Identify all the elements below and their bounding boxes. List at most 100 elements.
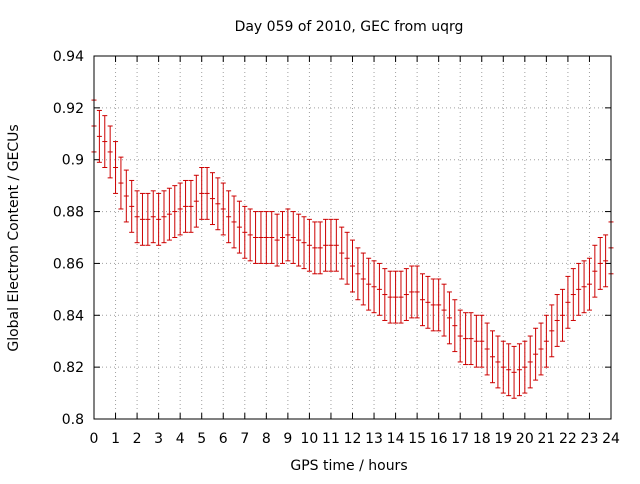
data-point xyxy=(134,190,140,244)
data-point xyxy=(500,340,506,394)
x-tick-label: 19 xyxy=(494,431,512,447)
data-point xyxy=(263,211,269,264)
data-point xyxy=(209,172,215,226)
x-tick-label: 9 xyxy=(283,431,292,447)
x-tick-label: 10 xyxy=(301,431,319,447)
data-point xyxy=(398,270,404,324)
data-point xyxy=(360,252,366,306)
data-point xyxy=(274,213,280,267)
data-point xyxy=(339,226,345,280)
data-point xyxy=(328,218,334,272)
data-point xyxy=(177,182,183,236)
data-point xyxy=(382,268,388,321)
data-point xyxy=(113,141,119,194)
x-tick-label: 17 xyxy=(451,431,469,447)
data-point xyxy=(436,278,442,332)
data-point xyxy=(269,211,275,264)
x-tick-label: 13 xyxy=(365,431,383,447)
x-tick-label: 16 xyxy=(430,431,448,447)
plot-frame xyxy=(93,55,612,420)
y-tick-label: 0.9 xyxy=(62,153,84,169)
y-tick-label: 0.88 xyxy=(53,205,84,221)
chart-title: Day 059 of 2010, GEC from uqrg xyxy=(235,19,464,35)
data-point xyxy=(463,312,469,366)
x-tick-label: 0 xyxy=(90,431,99,447)
data-point xyxy=(376,262,382,316)
data-point xyxy=(226,190,232,244)
data-point xyxy=(301,216,307,270)
data-point xyxy=(457,309,463,363)
y-tick-labels: 0.8 0.82 0.84 0.86 0.88 0.9 0.92 0.94 xyxy=(53,49,84,428)
data-point xyxy=(495,335,501,389)
x-tick-label: 20 xyxy=(516,431,534,447)
data-point xyxy=(231,195,237,249)
x-tick-label: 3 xyxy=(154,431,163,447)
data-point xyxy=(107,125,113,179)
x-tick-label: 23 xyxy=(581,431,599,447)
x-tick-label: 1 xyxy=(111,431,120,447)
x-tick-label: 4 xyxy=(176,431,185,447)
data-point xyxy=(118,156,124,210)
y-tick-label: 0.8 xyxy=(62,412,84,428)
axis-ticks xyxy=(93,55,612,420)
data-point xyxy=(123,169,129,223)
data-point xyxy=(533,327,539,381)
data-point xyxy=(425,275,431,329)
x-tick-label: 2 xyxy=(133,431,142,447)
data-point xyxy=(543,314,549,368)
data-point xyxy=(172,185,178,238)
data-point xyxy=(565,275,571,329)
data-point xyxy=(409,265,415,319)
data-point xyxy=(414,265,420,319)
x-tick-label: 21 xyxy=(537,431,555,447)
data-point xyxy=(236,200,242,254)
data-point xyxy=(403,268,409,321)
data-point xyxy=(156,192,162,246)
data-point xyxy=(511,345,517,399)
data-point xyxy=(549,304,555,358)
data-point xyxy=(285,208,291,262)
data-point xyxy=(242,205,248,259)
data-point xyxy=(554,294,560,347)
x-tick-label: 8 xyxy=(262,431,271,447)
y-axis-label: Global Electron Content / GECUs xyxy=(6,124,22,351)
data-point xyxy=(441,283,447,337)
data-point xyxy=(420,273,426,327)
data-point xyxy=(193,174,199,228)
y-tick-label: 0.94 xyxy=(53,49,84,65)
y-tick-label: 0.84 xyxy=(53,308,84,324)
data-point xyxy=(473,314,479,368)
x-tick-label: 15 xyxy=(408,431,426,447)
data-point xyxy=(603,234,609,288)
data-point xyxy=(522,340,528,394)
data-point xyxy=(479,314,485,368)
data-point xyxy=(468,312,474,366)
x-tick-label: 12 xyxy=(344,431,362,447)
data-point xyxy=(150,190,156,244)
data-point xyxy=(446,291,452,345)
data-point xyxy=(527,335,533,389)
y-tick-label: 0.92 xyxy=(53,101,84,117)
data-point xyxy=(258,211,264,264)
data-point xyxy=(490,330,496,384)
x-tick-labels: 0 1 2 3 4 5 6 7 8 9 10 11 12 13 14 15 16 17 18 19 20 21 22 23 24 xyxy=(90,431,620,447)
data-point xyxy=(161,190,167,244)
data-point xyxy=(430,278,436,332)
data-point xyxy=(204,166,210,220)
x-tick-label: 14 xyxy=(387,431,405,447)
data-point xyxy=(139,192,145,246)
data-point xyxy=(592,244,598,298)
x-tick-label: 24 xyxy=(602,431,620,447)
x-axis-label: GPS time / hours xyxy=(290,458,407,474)
data-point xyxy=(306,218,312,272)
data-point xyxy=(387,270,393,324)
x-tick-label: 7 xyxy=(240,431,249,447)
data-point xyxy=(317,221,323,275)
data-point xyxy=(253,211,259,264)
data-point xyxy=(166,187,172,241)
data-point xyxy=(506,343,512,397)
y-tick-label: 0.82 xyxy=(53,360,84,376)
data-point xyxy=(538,322,544,376)
data-point xyxy=(188,179,194,233)
